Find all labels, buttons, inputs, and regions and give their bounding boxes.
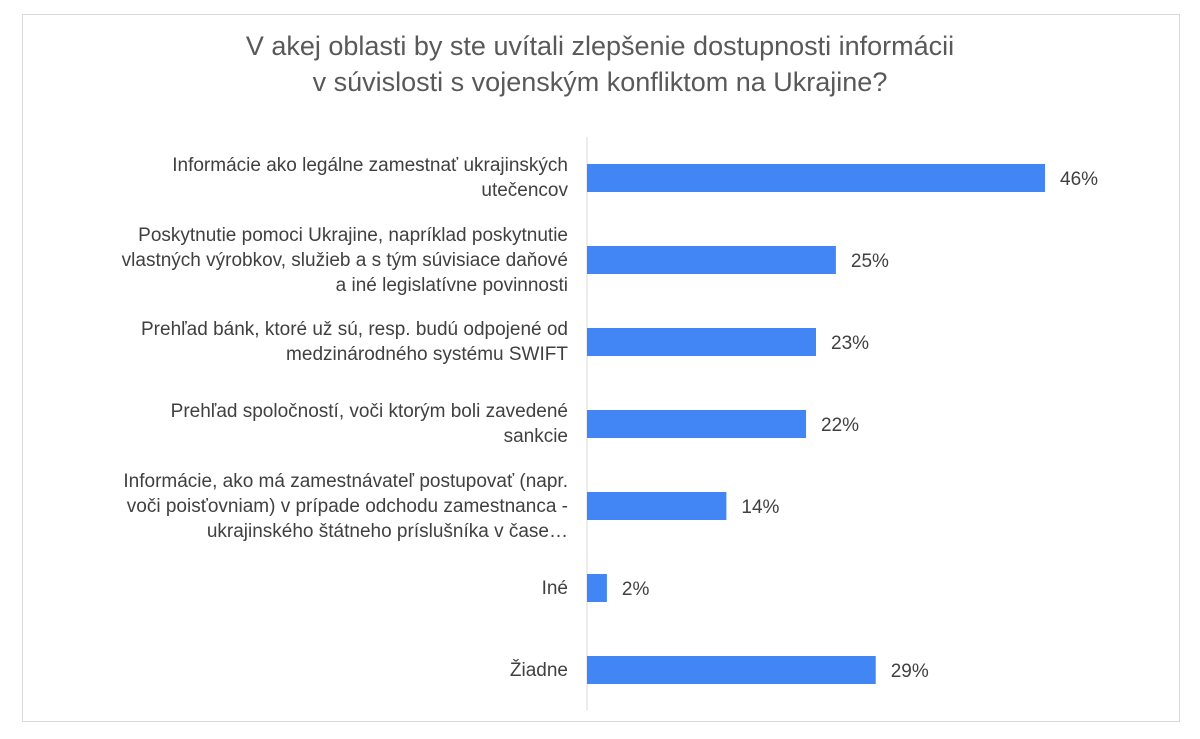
chart-frame <box>22 14 1180 722</box>
category-label-5: Informácie, ako má zamestnávateľ postupo… <box>8 469 568 544</box>
category-label-3-line-2: medzinárodného systému SWIFT <box>286 344 568 365</box>
category-label-1: Informácie ako legálne zamestnať ukrajin… <box>8 153 568 203</box>
data-label-1: 46% <box>1060 169 1098 190</box>
category-label-2-line-3: a iné legislatívne povinnosti <box>335 274 568 296</box>
category-label-3: Prehľad bánk, ktoré už sú, resp. budú od… <box>8 317 568 367</box>
bar-2 <box>587 246 836 274</box>
category-label-2-line-1: Poskytnutie pomoci Ukrajine, napríklad p… <box>138 224 568 246</box>
data-label-4: 22% <box>821 415 859 436</box>
category-label-4: Prehľad spoločností, voči ktorým boli za… <box>8 399 568 449</box>
category-label-7-line-1: Žiadne <box>509 659 568 681</box>
category-label-1-line-1: Informácie ako legálne zamestnať ukrajin… <box>172 155 568 176</box>
category-label-3-line-1: Prehľad bánk, ktoré už sú, resp. budú od… <box>141 319 568 340</box>
bar-7 <box>587 656 876 684</box>
category-label-2: Poskytnutie pomoci Ukrajine, napríklad p… <box>8 223 568 298</box>
category-label-4-line-1: Prehľad spoločností, voči ktorým boli za… <box>170 401 568 422</box>
category-label-5-line-1: Informácie, ako má zamestnávateľ postupo… <box>123 470 568 492</box>
chart-title-line-2: v súvislosti s vojenským konfliktom na U… <box>312 67 888 97</box>
bar-3 <box>587 328 816 356</box>
category-label-5-line-2: voči poisťovniam) v prípade odchodu zame… <box>126 495 568 517</box>
category-label-5-line-3: ukrajinského štátneho príslušníka v čase… <box>206 520 568 542</box>
category-label-7: Žiadne <box>8 658 568 683</box>
bar-6 <box>587 574 607 602</box>
bar-1 <box>587 164 1045 192</box>
data-label-3: 23% <box>831 333 869 354</box>
chart-title-line-1: V akej oblasti by ste uvítali zlepšenie … <box>245 31 955 61</box>
category-label-6-line-1: Iné <box>541 577 568 599</box>
category-label-6: Iné <box>8 576 568 601</box>
data-label-5: 14% <box>741 497 779 518</box>
chart-title: V akej oblasti by ste uvítali zlepšenie … <box>0 28 1200 100</box>
category-label-2-line-2: vlastných výrobkov, služieb a s tým súvi… <box>121 249 568 271</box>
data-label-2: 25% <box>851 251 889 272</box>
bar-4 <box>587 410 807 438</box>
bar-5 <box>587 492 727 520</box>
category-label-4-line-2: sankcie <box>503 426 568 447</box>
data-label-7: 29% <box>891 661 929 682</box>
data-label-6: 2% <box>622 579 650 600</box>
category-label-1-line-2: utečencov <box>481 180 568 201</box>
